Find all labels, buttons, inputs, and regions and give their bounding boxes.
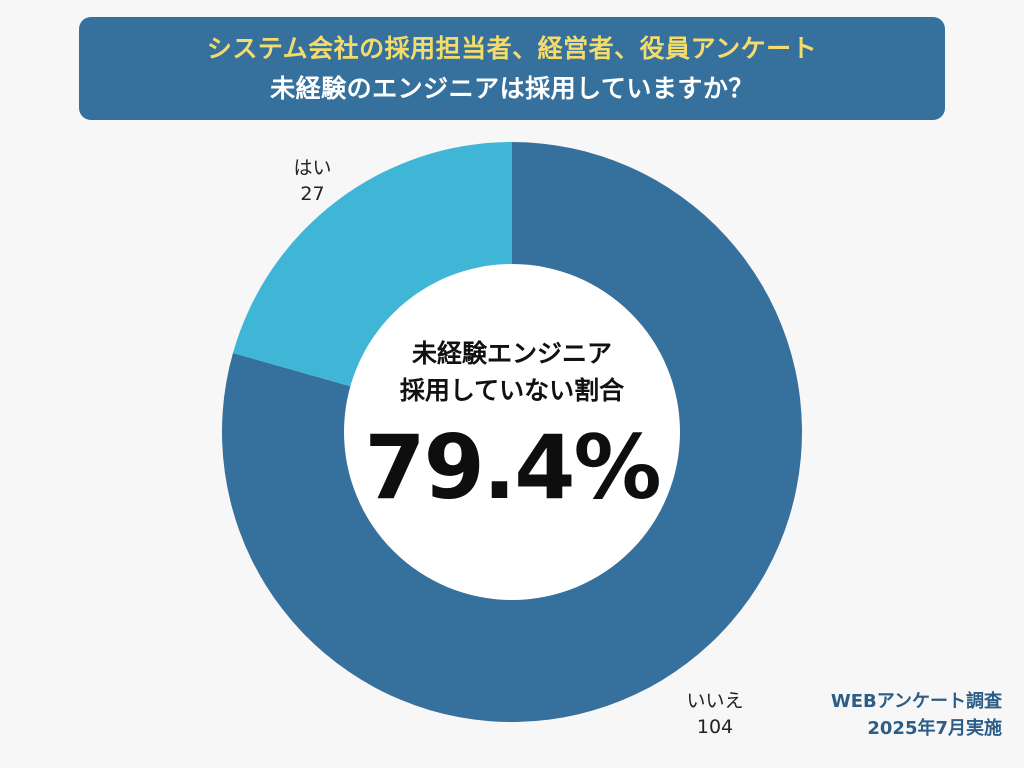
slice-label-yes-name: はい — [293, 157, 332, 179]
chart-title-line1: システム会社の採用担当者、経営者、役員アンケート — [206, 33, 818, 63]
slice-label-yes-value: 27 — [300, 183, 325, 205]
slice-label-no-name: いいえ — [686, 690, 744, 712]
center-label-line1: 未経験エンジニア — [411, 339, 612, 368]
center-label-line2: 採用していない割合 — [399, 376, 625, 405]
chart-title-line2: 未経験のエンジニアは採用していますか？ — [270, 73, 754, 103]
slice-label-yes: はい 27 — [260, 155, 365, 207]
source-line2: 2025年7月実施 — [867, 718, 1002, 739]
title-banner: システム会社の採用担当者、経営者、役員アンケート 未経験のエンジニアは採用してい… — [79, 17, 945, 120]
source-line1: WEBアンケート調査 — [830, 691, 1002, 712]
slice-label-no-value: 104 — [696, 716, 734, 738]
donut-hole — [344, 264, 680, 600]
donut-center-label: 未経験エンジニア 採用していない割合 79.4% — [312, 335, 712, 523]
survey-source-note: WEBアンケート調査 2025年7月実施 — [831, 688, 1002, 742]
center-percentage: 79.4% — [364, 416, 661, 519]
slice-label-no: いいえ 104 — [660, 688, 770, 740]
